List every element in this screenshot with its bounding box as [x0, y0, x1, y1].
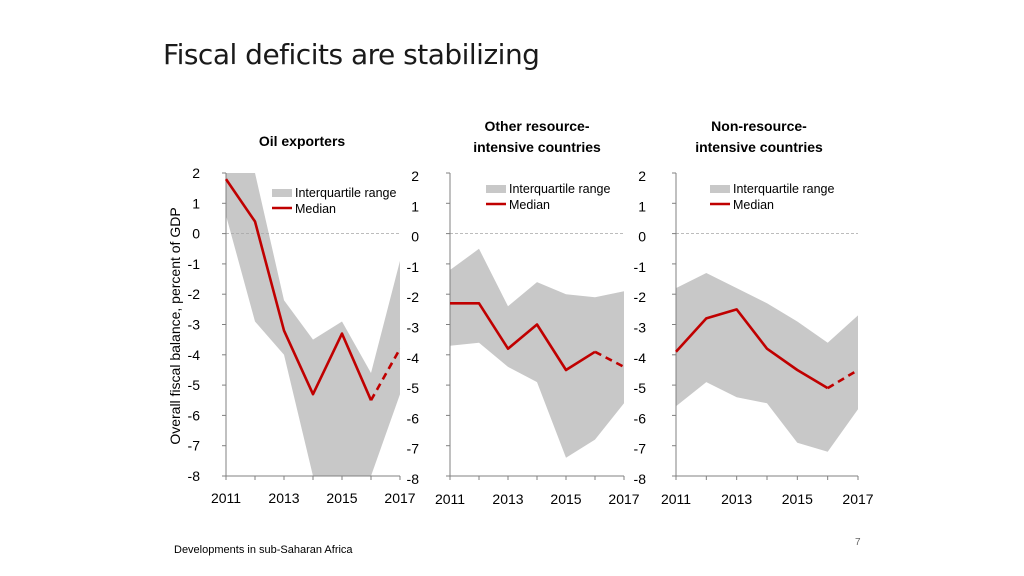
chart-2-ytick-label: 0 [411, 229, 419, 245]
chart-3-legend-band-label: Interquartile range [733, 182, 835, 196]
chart-1-ytick-label: 0 [192, 226, 200, 242]
chart-3-ytick-label: 1 [638, 198, 646, 214]
chart-1-median-projection [369, 348, 402, 401]
chart-2-legend-median-label: Median [509, 198, 550, 212]
chart-3-xtick-label: 2011 [661, 491, 691, 507]
chart-3-ytick-label: -1 [634, 259, 647, 275]
chart-2-ytick-label: -1 [407, 259, 420, 275]
chart-3-ytick-label: -3 [634, 320, 647, 336]
chart-2-legend-band-swatch [486, 185, 506, 193]
chart-2-median-line [450, 302, 596, 372]
chart-2-xtick-label: 2013 [492, 491, 523, 507]
chart-1-ytick-label: 1 [192, 195, 200, 211]
chart-2-interquartile-band [450, 248, 624, 458]
chart-2-title-line: intensive countries [473, 139, 601, 155]
chart-3-legend-band-swatch [710, 185, 730, 193]
chart-1-ytick-label: -2 [188, 286, 201, 302]
chart-1-xtick-label: 2017 [384, 490, 415, 506]
chart-1-ytick-label: -8 [188, 468, 201, 484]
chart-3-ytick-label: 2 [638, 168, 646, 184]
chart-2-legend-band-label: Interquartile range [509, 182, 611, 196]
chart-2-ytick-label: -5 [407, 380, 420, 396]
chart-3-title-line: Non-resource- [711, 118, 807, 134]
chart-3-ytick-label: -8 [634, 471, 647, 487]
chart-1-legend-band-label: Interquartile range [295, 186, 397, 200]
chart-3-ytick-label: -7 [634, 441, 647, 457]
chart-3-ytick-label: -6 [634, 410, 647, 426]
chart-1-xtick-label: 2015 [326, 490, 357, 506]
chart-1-legend-band-swatch [272, 189, 292, 197]
chart-3-xtick-label: 2017 [842, 491, 873, 507]
chart-2-ytick-label: -6 [407, 410, 420, 426]
chart-2-ytick-label: -3 [407, 320, 420, 336]
chart-2-ytick-label: -8 [407, 471, 420, 487]
chart-1-median-line [224, 178, 373, 401]
page-number: 7 [855, 537, 861, 548]
chart-2-ytick-label: -2 [407, 289, 420, 305]
chart-3-title-line: intensive countries [695, 139, 823, 155]
chart-1-xtick-label: 2011 [211, 490, 241, 506]
chart-3-ytick-label: -2 [634, 289, 647, 305]
chart-1-xtick-label: 2013 [268, 490, 299, 506]
chart-2-title-line: Other resource- [484, 118, 589, 134]
chart-2-median-projection [594, 350, 625, 369]
chart-3-interquartile-band [676, 273, 858, 452]
chart-1-interquartile-band [226, 173, 400, 476]
chart-2-xtick-label: 2015 [550, 491, 581, 507]
chart-1-title-line: Oil exporters [259, 133, 346, 149]
chart-2-ytick-label: 1 [411, 198, 419, 214]
chart-3-median-projection [827, 368, 859, 390]
chart-1-ytick-label: -6 [188, 407, 201, 423]
chart-2-xtick-label: 2017 [608, 491, 639, 507]
chart-3-median-line [675, 308, 829, 390]
chart-1-ylabel: Overall fiscal balance, percent of GDP [167, 207, 183, 444]
chart-1-ytick-label: -3 [188, 317, 201, 333]
chart-1-ytick-label: -7 [188, 438, 201, 454]
chart-1-legend-median-label: Median [295, 202, 336, 216]
chart-2-xtick-label: 2011 [435, 491, 465, 507]
chart-3-xtick-label: 2013 [721, 491, 752, 507]
footer-source: Developments in sub-Saharan Africa [174, 544, 353, 556]
chart-1-ytick-label: -1 [188, 256, 201, 272]
chart-2-ytick-label: -7 [407, 441, 420, 457]
chart-1-ytick-label: -4 [188, 347, 201, 363]
chart-3-ytick-label: 0 [638, 229, 646, 245]
chart-3-xtick-label: 2015 [782, 491, 813, 507]
chart-1-ytick-label: 2 [192, 165, 200, 181]
chart-3-ytick-label: -5 [634, 380, 647, 396]
chart-1-ytick-label: -5 [188, 377, 201, 393]
chart-3-ytick-label: -4 [634, 350, 647, 366]
chart-2-ytick-label: -4 [407, 350, 420, 366]
chart-3-legend-median-label: Median [733, 198, 774, 212]
slide-title: Fiscal deficits are stabilizing [163, 38, 540, 71]
chart-2-ytick-label: 2 [411, 168, 419, 184]
